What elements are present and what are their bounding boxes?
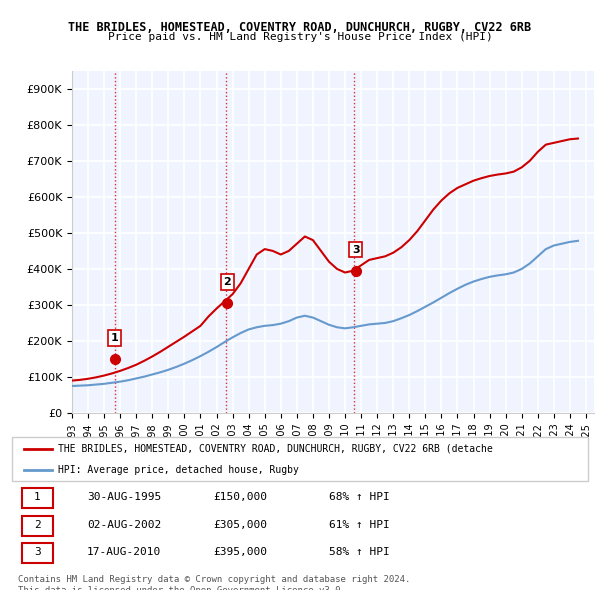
Text: 68% ↑ HPI: 68% ↑ HPI	[329, 492, 389, 502]
Text: £305,000: £305,000	[214, 520, 268, 530]
Text: £150,000: £150,000	[214, 492, 268, 502]
Text: THE BRIDLES, HOMESTEAD, COVENTRY ROAD, DUNCHURCH, RUGBY, CV22 6RB: THE BRIDLES, HOMESTEAD, COVENTRY ROAD, D…	[68, 21, 532, 34]
Text: 3: 3	[34, 547, 41, 557]
Text: 1: 1	[111, 333, 119, 343]
Text: £395,000: £395,000	[214, 547, 268, 557]
Text: 1: 1	[34, 492, 41, 502]
Text: 58% ↑ HPI: 58% ↑ HPI	[329, 547, 389, 557]
Text: THE BRIDLES, HOMESTEAD, COVENTRY ROAD, DUNCHURCH, RUGBY, CV22 6RB (detache: THE BRIDLES, HOMESTEAD, COVENTRY ROAD, D…	[58, 444, 493, 454]
FancyBboxPatch shape	[12, 437, 588, 481]
Text: 2: 2	[34, 520, 41, 530]
FancyBboxPatch shape	[22, 516, 53, 536]
Text: 61% ↑ HPI: 61% ↑ HPI	[329, 520, 389, 530]
Text: HPI: Average price, detached house, Rugby: HPI: Average price, detached house, Rugb…	[58, 465, 299, 475]
FancyBboxPatch shape	[22, 488, 53, 508]
Text: Price paid vs. HM Land Registry's House Price Index (HPI): Price paid vs. HM Land Registry's House …	[107, 32, 493, 42]
Text: 17-AUG-2010: 17-AUG-2010	[87, 547, 161, 557]
Text: 02-AUG-2002: 02-AUG-2002	[87, 520, 161, 530]
Text: 3: 3	[352, 244, 359, 254]
Text: 2: 2	[223, 277, 231, 287]
Text: Contains HM Land Registry data © Crown copyright and database right 2024.
This d: Contains HM Land Registry data © Crown c…	[18, 575, 410, 590]
Text: 30-AUG-1995: 30-AUG-1995	[87, 492, 161, 502]
FancyBboxPatch shape	[22, 543, 53, 563]
